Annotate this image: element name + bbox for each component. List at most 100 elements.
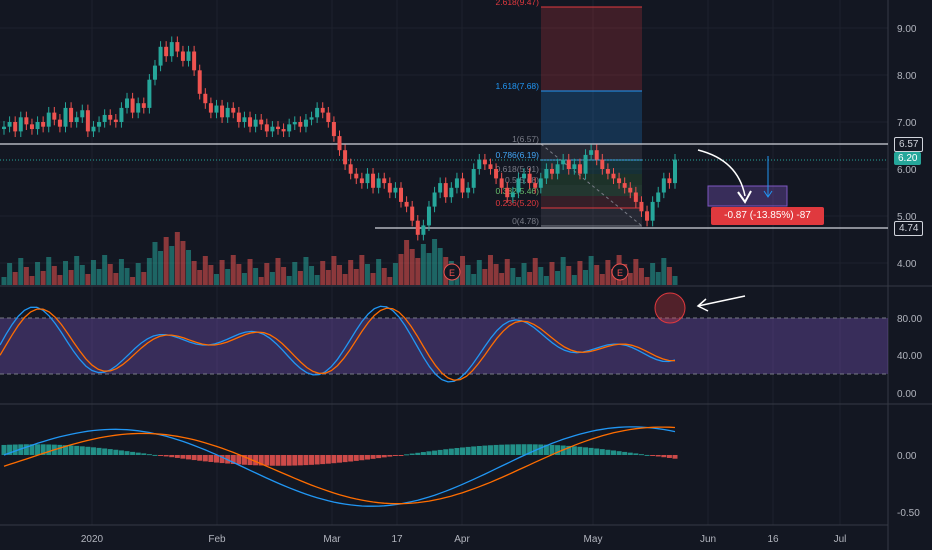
macd-histogram-bar bbox=[275, 455, 281, 466]
volume-bar bbox=[314, 275, 320, 285]
macd-histogram-bar bbox=[152, 454, 158, 456]
volume-bar bbox=[281, 267, 287, 285]
volume-bar bbox=[398, 254, 404, 285]
macd-histogram-bar bbox=[577, 446, 583, 455]
volume-bar bbox=[493, 264, 499, 285]
volume-bar bbox=[124, 268, 130, 285]
macd-histogram-bar bbox=[493, 444, 499, 455]
volume-bar bbox=[571, 275, 577, 285]
macd-histogram-bar bbox=[269, 455, 275, 466]
candle-body bbox=[164, 46, 169, 57]
candle-body bbox=[611, 173, 616, 179]
volume-bar bbox=[292, 262, 298, 285]
candle-body bbox=[449, 187, 454, 198]
macd-histogram-bar bbox=[454, 448, 460, 455]
macd-histogram-bar bbox=[359, 455, 365, 461]
candle-body bbox=[656, 192, 661, 202]
rsi-axis[interactable]: 80.00 40.00 0.00 bbox=[897, 314, 922, 400]
macd-histogram-bar bbox=[638, 454, 644, 456]
macd-histogram-bar bbox=[281, 455, 287, 466]
macd-histogram-bar bbox=[655, 455, 661, 457]
macd-histogram-bar bbox=[264, 455, 270, 466]
candlestick-series bbox=[2, 36, 677, 241]
candle-body bbox=[432, 192, 437, 207]
earnings-marker[interactable]: E bbox=[611, 263, 629, 281]
time-axis-label: Mar bbox=[323, 534, 341, 545]
macd-axis[interactable]: 0.00 -0.50 bbox=[897, 451, 920, 519]
macd-histogram-bar bbox=[286, 455, 292, 466]
fib-level-label: 0.5(5.68) bbox=[505, 175, 539, 185]
projection-annotation[interactable] bbox=[697, 149, 788, 207]
macd-histogram bbox=[1, 444, 678, 466]
macd-histogram-bar bbox=[124, 451, 130, 455]
macd-histogram-bar bbox=[107, 449, 113, 455]
candle-body bbox=[52, 112, 57, 120]
macd-histogram-bar bbox=[219, 455, 225, 464]
earnings-marker[interactable]: E bbox=[443, 263, 461, 281]
candle-body bbox=[18, 117, 23, 132]
volume-bar bbox=[208, 265, 214, 285]
price-axis[interactable]: 9.00 8.00 7.00 6.00 5.00 4.00 bbox=[897, 24, 917, 270]
volume-bar bbox=[342, 274, 348, 285]
volume-bar bbox=[118, 259, 124, 285]
macd-histogram-bar bbox=[471, 446, 477, 455]
macd-histogram-bar bbox=[158, 455, 164, 456]
macd-histogram-bar bbox=[370, 455, 376, 459]
candle-body bbox=[24, 117, 29, 125]
rsi-band bbox=[0, 318, 888, 374]
volume-bar bbox=[661, 258, 667, 285]
fib-extension-tool[interactable]: 2.618(9.47) 1.618(7.68) 1(6.57) 0.786(6.19)… bbox=[496, 0, 643, 227]
candle-body bbox=[248, 117, 253, 127]
macd-histogram-bar bbox=[543, 444, 549, 455]
macd-histogram-bar bbox=[186, 455, 192, 460]
macd-histogram-bar bbox=[85, 446, 91, 455]
volume-bar bbox=[460, 256, 466, 285]
volume-bar bbox=[364, 264, 370, 285]
macd-histogram-bar bbox=[197, 455, 203, 461]
candle-body bbox=[203, 93, 208, 104]
macd-histogram-bar bbox=[538, 444, 544, 455]
fib-zone-2618 bbox=[541, 7, 642, 91]
time-axis[interactable]: 2020 Feb Mar 17 Apr May Jun 16 Jul bbox=[81, 534, 847, 545]
candle-body bbox=[80, 110, 85, 118]
candle-body bbox=[477, 159, 482, 169]
volume-bar bbox=[538, 267, 544, 285]
candle-body bbox=[264, 124, 269, 132]
macd-histogram-bar bbox=[342, 455, 348, 463]
rsi-axis-label: 80.00 bbox=[897, 314, 922, 325]
macd-line bbox=[3, 426, 676, 507]
candle-body bbox=[225, 107, 230, 118]
volume-bar bbox=[515, 277, 521, 285]
candle-body bbox=[382, 178, 387, 184]
volume-bar bbox=[158, 251, 164, 285]
macd-histogram-bar bbox=[437, 449, 443, 455]
time-axis-label: 17 bbox=[391, 534, 403, 545]
candle-body bbox=[180, 51, 185, 61]
candle-body bbox=[337, 136, 342, 151]
pointer-arrow-icon bbox=[697, 295, 746, 307]
macd-histogram-bar bbox=[68, 445, 74, 455]
candle-body bbox=[561, 159, 566, 165]
volume-bar bbox=[521, 263, 527, 285]
earnings-label: E bbox=[617, 268, 623, 278]
macd-histogram-bar bbox=[314, 455, 320, 465]
candle-body bbox=[399, 187, 404, 202]
price-range-measure[interactable]: -0.87 (-13.85%) -87 bbox=[711, 207, 824, 225]
rsi-pane[interactable] bbox=[0, 292, 888, 383]
volume-bar bbox=[594, 265, 600, 285]
macd-axis-label: -0.50 bbox=[897, 508, 920, 519]
volume-bar bbox=[650, 263, 656, 285]
volume-bar bbox=[135, 263, 141, 285]
fib-zone-05 bbox=[541, 185, 642, 196]
macd-histogram-bar bbox=[476, 445, 482, 455]
macd-pane[interactable] bbox=[1, 426, 678, 507]
volume-bar bbox=[543, 276, 549, 285]
candle-body bbox=[2, 126, 6, 130]
macd-histogram-bar bbox=[90, 447, 96, 455]
macd-histogram-bar bbox=[130, 451, 136, 455]
macd-histogram-bar bbox=[57, 444, 63, 455]
price-axis-label: 8.00 bbox=[897, 71, 917, 82]
candle-body bbox=[152, 65, 157, 80]
volume-bar bbox=[549, 262, 555, 285]
